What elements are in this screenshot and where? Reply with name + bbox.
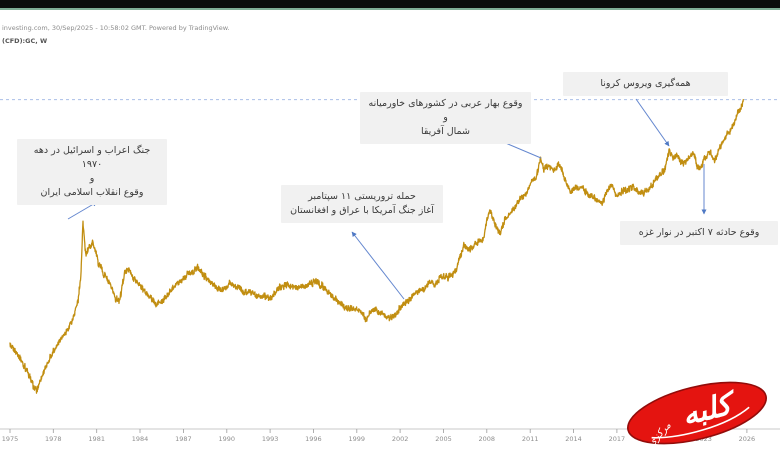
x-axis-tick-label: 2017	[609, 435, 626, 443]
gold-price-line	[9, 98, 744, 394]
x-axis-tick-label: 2008	[479, 435, 496, 443]
annotation-line: وقوع انقلاب اسلامی ایران	[40, 187, 144, 198]
annotation-line: همه‌گیری ویروس کرونا	[600, 78, 691, 89]
annotation-line: حمله تروریستی ۱۱ سپتامبر	[308, 191, 416, 202]
x-axis-tick-label: 2014	[565, 435, 582, 443]
annotation-september-11: حمله تروریستی ۱۱ سپتامبر آغاز جنگ آمریکا…	[281, 185, 443, 223]
annotation-line: شمال آفریقا	[420, 126, 471, 137]
x-axis-tick-label: 1984	[132, 435, 149, 443]
annotation-arab-spring: وقوع بهار عربی در کشورهای خاورمیانه و شم…	[360, 92, 531, 144]
logo-ellipse	[627, 381, 767, 445]
x-axis-tick-label: 1990	[219, 435, 236, 443]
source-attribution: investing.com, 30/Sep/2025 - 10:58:02 GM…	[2, 24, 230, 32]
x-axis-tick-label: 2023	[695, 435, 712, 443]
chart-header-meta: investing.com, 30/Sep/2025 - 10:58:02 GM…	[2, 22, 229, 48]
x-axis-tick-label: 1981	[88, 435, 105, 443]
annotation-line: وقوع حادثه ۷ اکتبر در نوار غزه	[638, 227, 760, 238]
x-axis-tick-label: 1993	[262, 435, 279, 443]
x-axis-tick-label: 1975	[2, 435, 19, 443]
annotation-line: آغاز جنگ آمریکا با عراق و افغانستان	[290, 205, 434, 216]
logo-swoosh	[651, 406, 750, 439]
x-axis-tick-label: 1978	[45, 435, 62, 443]
x-axis-tick-label: 2005	[435, 435, 452, 443]
x-axis-tick-label: 2026	[739, 435, 756, 443]
x-axis-tick-label: 1999	[349, 435, 366, 443]
x-axis-tick-label: 1987	[175, 435, 192, 443]
x-axis-tick-label: 1996	[305, 435, 322, 443]
brand-logo: کلبه مرکزی	[627, 381, 767, 449]
x-axis-tick-label: 2011	[522, 435, 539, 443]
annotation-line: و	[89, 173, 95, 184]
annotation-covid-pandemic: همه‌گیری ویروس کرونا	[563, 72, 728, 96]
x-axis-tick-label: 2002	[392, 435, 409, 443]
annotation-war-1970s: جنگ اعراب و اسرائیل در دهه ۱۹۷۰ و وقوع ا…	[17, 139, 167, 205]
annotation-line: وقوع بهار عربی در کشورهای خاورمیانه و	[368, 98, 523, 123]
symbol-info: (CFD):GC, W	[2, 37, 48, 45]
annotation-line: جنگ اعراب و اسرائیل در دهه ۱۹۷۰	[33, 145, 151, 170]
annotation-october-7-gaza: وقوع حادثه ۷ اکتبر در نوار غزه	[620, 221, 778, 245]
browser-top-bar	[0, 0, 780, 10]
